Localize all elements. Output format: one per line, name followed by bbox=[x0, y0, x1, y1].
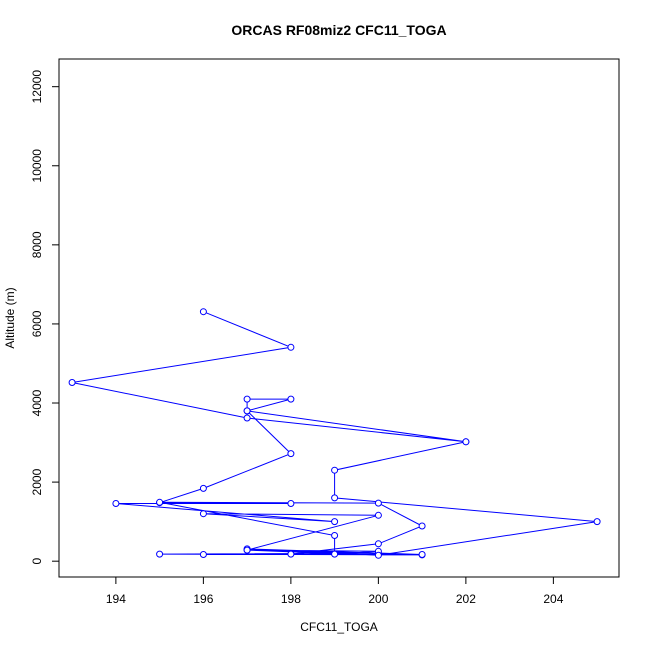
data-point bbox=[156, 550, 164, 558]
data-point bbox=[199, 484, 207, 492]
data-point bbox=[331, 532, 339, 539]
x-tick-label: 200 bbox=[368, 592, 388, 606]
y-tick-label: 6000 bbox=[30, 310, 44, 337]
y-tick-label: 8000 bbox=[30, 231, 44, 258]
data-point bbox=[462, 438, 470, 446]
data-point bbox=[243, 414, 251, 422]
data-point bbox=[243, 407, 251, 415]
x-axis: 194 196 198 200 202 204 bbox=[106, 576, 564, 606]
data-point bbox=[287, 450, 295, 458]
plot-frame bbox=[58, 58, 620, 578]
x-tick-label: 204 bbox=[543, 592, 563, 606]
data-point bbox=[374, 540, 382, 548]
y-tick-label: 10000 bbox=[30, 149, 44, 183]
data-point bbox=[287, 395, 295, 403]
y-tick-label: 4000 bbox=[30, 389, 44, 416]
series-layer bbox=[68, 308, 601, 559]
y-tick-label: 0 bbox=[30, 558, 44, 565]
y-axis: 0 2000 4000 6000 8000 10000 12000 bbox=[30, 70, 60, 565]
data-point bbox=[287, 500, 295, 507]
data-point bbox=[331, 550, 339, 558]
data-point bbox=[374, 499, 382, 507]
chart-title: ORCAS RF08miz2 CFC11_TOGA bbox=[231, 22, 446, 38]
data-point bbox=[331, 466, 339, 474]
data-point bbox=[156, 498, 164, 506]
data-point bbox=[112, 500, 120, 507]
x-axis-label: CFC11_TOGA bbox=[300, 620, 378, 634]
data-point bbox=[243, 546, 251, 554]
data-point bbox=[593, 518, 601, 526]
data-point bbox=[199, 551, 207, 558]
y-tick-label: 2000 bbox=[30, 468, 44, 495]
data-point bbox=[374, 511, 382, 519]
x-tick-label: 198 bbox=[281, 592, 301, 606]
data-point bbox=[243, 395, 251, 403]
data-point bbox=[68, 379, 76, 386]
data-point bbox=[418, 551, 426, 558]
data-point bbox=[331, 518, 339, 526]
data-point bbox=[418, 522, 426, 530]
data-point bbox=[374, 551, 382, 559]
x-tick-label: 196 bbox=[193, 592, 213, 606]
data-point bbox=[199, 308, 207, 316]
y-tick-label: 12000 bbox=[30, 70, 44, 104]
y-axis-label: Altitude (m) bbox=[3, 287, 17, 348]
x-tick-label: 194 bbox=[106, 592, 126, 606]
data-point bbox=[199, 510, 207, 518]
data-point bbox=[287, 343, 295, 351]
data-point bbox=[287, 550, 295, 558]
data-point bbox=[331, 494, 339, 502]
x-tick-label: 202 bbox=[456, 592, 476, 606]
